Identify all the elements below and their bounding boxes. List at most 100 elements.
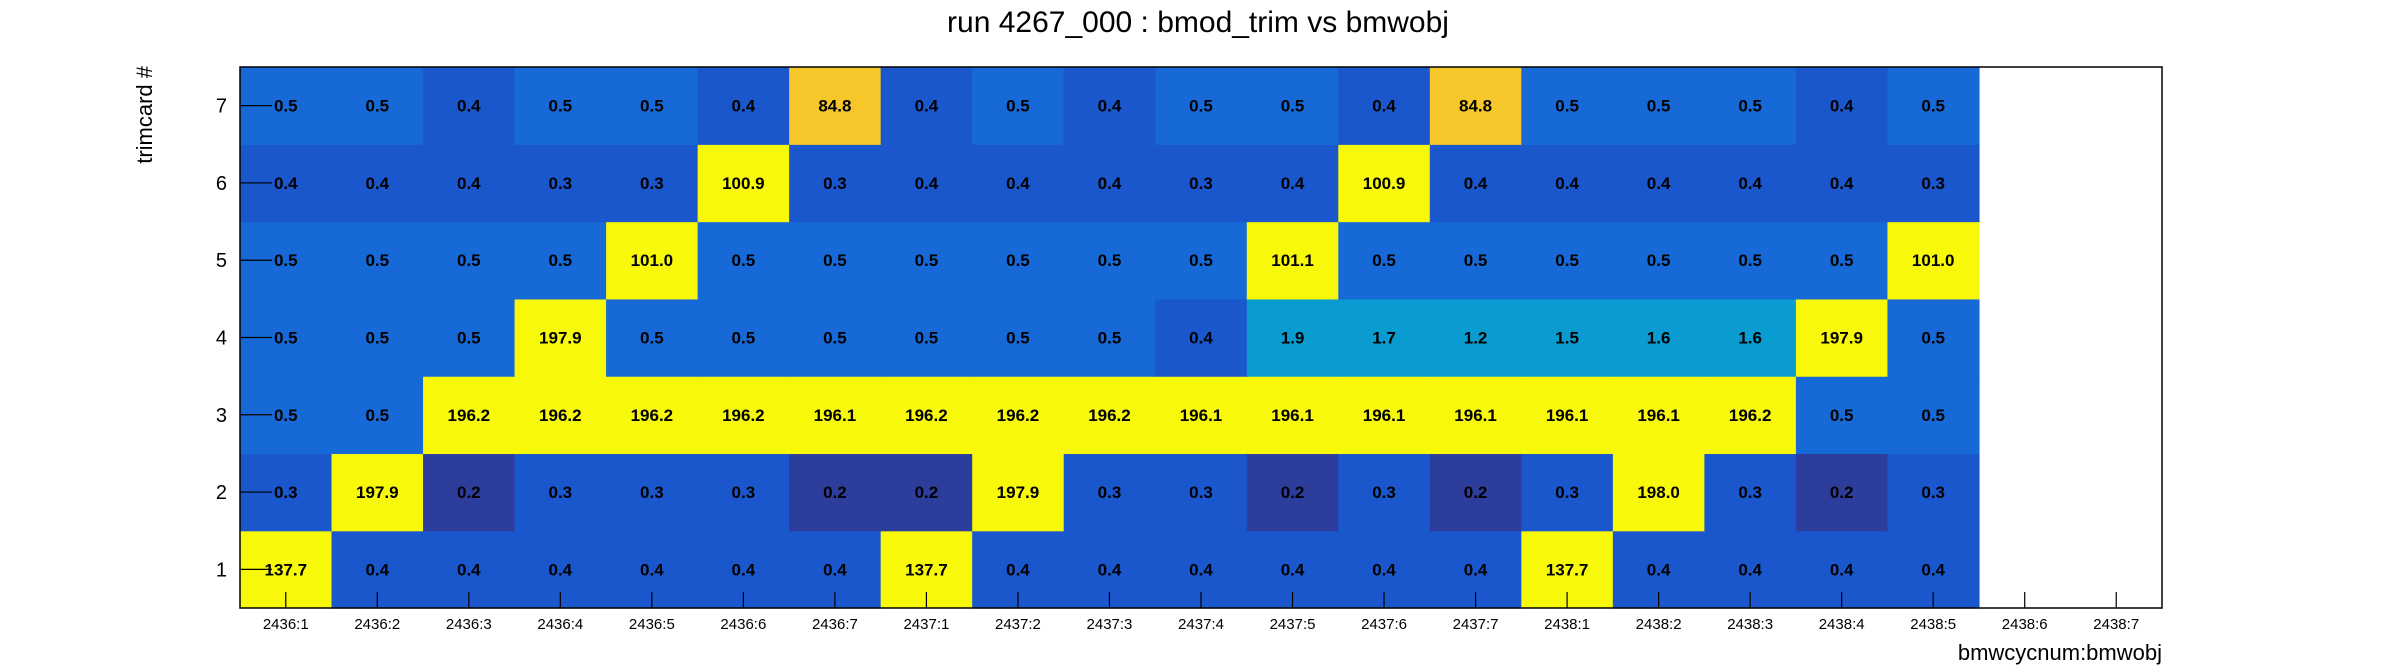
heatmap-cell [606, 298, 699, 377]
heatmap-cell [423, 453, 516, 532]
heatmap-cell [1246, 376, 1339, 455]
cell-value-label: 0.4 [823, 560, 847, 579]
cell-value-label: 0.4 [1921, 560, 1945, 579]
cell-value-label: 196.2 [1088, 406, 1131, 425]
cell-value-label: 196.2 [539, 406, 582, 425]
cell-value-label: 84.8 [1459, 97, 1492, 116]
cell-value-label: 196.1 [1363, 406, 1406, 425]
x-tick-label: 2436:2 [354, 616, 400, 633]
heatmap-cell [789, 221, 882, 300]
cell-value-label: 0.5 [274, 97, 298, 116]
heatmap-cell [606, 453, 699, 532]
cell-value-label: 0.4 [365, 174, 389, 193]
cell-value-label: 0.4 [1830, 174, 1854, 193]
cell-value-label: 0.5 [1830, 251, 1854, 270]
cell-value-label: 84.8 [818, 97, 851, 116]
heatmap-cell [1704, 376, 1797, 455]
heatmap-cell [1063, 376, 1156, 455]
x-axis-ticks: 2436:1 2436:2 2436:3 2436:4 2436:5 2436:6 2436… [263, 592, 2139, 633]
heatmap-cell [789, 453, 882, 532]
cell-value-label: 0.5 [549, 251, 573, 270]
x-tick-label: 2438:7 [2093, 616, 2139, 633]
cell-value-label: 0.4 [1738, 174, 1762, 193]
heatmap-cell [1521, 376, 1614, 455]
cell-value-label: 0.5 [915, 251, 939, 270]
cell-value-label: 137.7 [1546, 560, 1589, 579]
cell-value-label: 0.4 [1006, 174, 1030, 193]
cell-value-label: 0.4 [1006, 560, 1030, 579]
cell-value-label: 0.4 [1189, 560, 1213, 579]
cell-value-label: 196.2 [722, 406, 765, 425]
cell-value-label: 0.4 [457, 174, 481, 193]
cell-value-label: 0.2 [1281, 483, 1305, 502]
heatmap-cell [880, 298, 973, 377]
x-tick-label: 2437:6 [1361, 616, 1407, 633]
cell-value-label: 0.3 [1921, 174, 1945, 193]
cell-value-label: 0.2 [1830, 483, 1854, 502]
cell-value-label: 101.0 [1912, 251, 1955, 270]
heatmap-cell [880, 376, 973, 455]
x-axis-label: bmwcycnum:bmwobj [1958, 640, 2162, 665]
y-tick-label: 2 [216, 482, 227, 504]
heatmap-cell [514, 298, 607, 377]
cell-value-label: 0.4 [1372, 560, 1396, 579]
heatmap-cell [1429, 298, 1522, 377]
heatmap-cell [423, 67, 516, 145]
cell-value-label: 0.2 [915, 483, 939, 502]
heatmap-cell [331, 298, 424, 377]
heatmap-cell [1795, 144, 1889, 223]
cell-value-label: 0.2 [457, 483, 481, 502]
cell-value-label: 196.2 [1729, 406, 1772, 425]
heatmap-cell [1612, 221, 1705, 300]
cell-value-label: 196.2 [997, 406, 1040, 425]
heatmap-cell [697, 67, 790, 145]
cell-value-label: 0.4 [1464, 174, 1488, 193]
cell-value-label: 197.9 [997, 483, 1040, 502]
heatmap-cell [331, 144, 424, 223]
cell-value-label: 0.4 [1189, 329, 1213, 348]
cell-value-label: 0.3 [640, 174, 664, 193]
heatmap-cell [423, 221, 516, 300]
cell-value-label: 0.4 [1098, 97, 1122, 116]
heatmap-cell [1063, 453, 1156, 532]
heatmap-cell [1521, 453, 1614, 532]
heatmap-cell [1612, 298, 1705, 377]
heatmap-cell [1704, 144, 1797, 223]
cell-value-label: 0.4 [549, 560, 573, 579]
heatmap-cell [1612, 144, 1705, 223]
heatmap-cell [972, 298, 1065, 377]
cell-value-label: 196.1 [1454, 406, 1497, 425]
heatmap-cell [1429, 67, 1522, 145]
cell-value-label: 0.5 [1738, 251, 1762, 270]
heatmap-cell [1704, 67, 1797, 145]
cell-value-label: 101.0 [631, 251, 674, 270]
cell-value-label: 0.5 [365, 97, 389, 116]
cell-value-label: 0.5 [365, 251, 389, 270]
x-tick-label: 2436:7 [812, 616, 858, 633]
cell-value-label: 0.3 [1738, 483, 1762, 502]
cell-value-label: 0.5 [1189, 97, 1213, 116]
cell-value-label: 0.3 [1189, 483, 1213, 502]
heatmap-cell [606, 376, 699, 455]
heatmap-cell [880, 144, 973, 223]
cell-value-label: 0.5 [274, 329, 298, 348]
cell-value-label: 101.1 [1271, 251, 1314, 270]
cell-value-label: 0.4 [732, 560, 756, 579]
cell-value-label: 0.5 [1006, 329, 1030, 348]
cell-value-label: 0.3 [640, 483, 664, 502]
y-axis-ticks: 1 2 3 4 5 6 7 [216, 96, 272, 581]
cell-value-label: 0.4 [365, 560, 389, 579]
heatmap-cell [1338, 67, 1431, 145]
heatmap-cell [1795, 453, 1889, 532]
cell-value-label: 196.2 [905, 406, 948, 425]
heatmap-cell [514, 221, 607, 300]
heatmap-cell [880, 67, 973, 145]
heatmap-cell [331, 221, 424, 300]
x-tick-label: 2438:2 [1636, 616, 1682, 633]
cell-value-label: 0.5 [640, 329, 664, 348]
cell-value-label: 0.4 [274, 174, 298, 193]
heatmap-cell [1887, 376, 1980, 455]
cell-value-label: 0.5 [1189, 251, 1213, 270]
x-tick-label: 2437:5 [1270, 616, 1316, 633]
